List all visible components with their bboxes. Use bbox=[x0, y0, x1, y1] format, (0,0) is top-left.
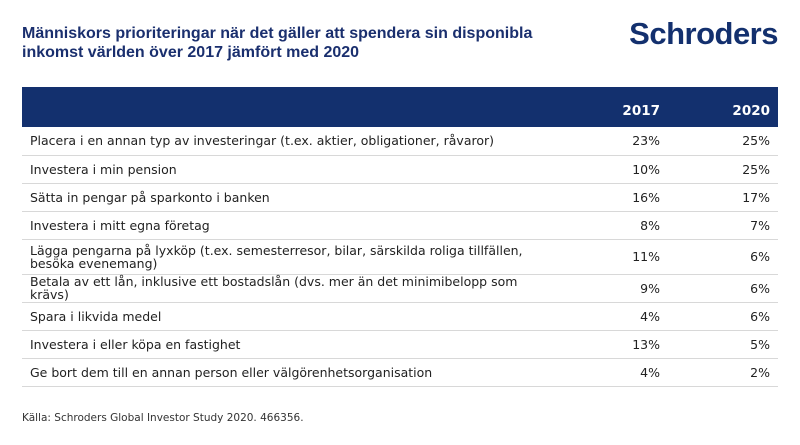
value-2017: 4% bbox=[558, 302, 668, 331]
value-2020: 6% bbox=[668, 274, 778, 303]
table-row: Investera i min pension 10% 25% bbox=[22, 155, 778, 184]
row-label: Placera i en annan typ av investeringar … bbox=[22, 127, 558, 156]
data-table: 2017 2020 Placera i en annan typ av inve… bbox=[22, 87, 778, 387]
table-row: Ge bort dem till en annan person eller v… bbox=[22, 358, 778, 387]
value-2017: 10% bbox=[558, 155, 668, 184]
row-label: Lägga pengarna på lyxköp (t.ex. semester… bbox=[22, 239, 558, 275]
value-2020: 25% bbox=[668, 127, 778, 156]
value-2017: 11% bbox=[558, 239, 668, 275]
header-2020: 2020 bbox=[668, 87, 778, 127]
value-2017: 9% bbox=[558, 274, 668, 303]
table-row: Lägga pengarna på lyxköp (t.ex. semester… bbox=[22, 239, 778, 275]
row-label: Investera i mitt egna företag bbox=[22, 211, 558, 240]
value-2020: 6% bbox=[668, 302, 778, 331]
value-2017: 16% bbox=[558, 183, 668, 212]
source-note: Källa: Schroders Global Investor Study 2… bbox=[22, 412, 304, 424]
value-2020: 17% bbox=[668, 183, 778, 212]
header-label bbox=[22, 87, 558, 127]
row-label: Investera i eller köpa en fastighet bbox=[22, 330, 558, 359]
table-row: Investera i eller köpa en fastighet 13% 5% bbox=[22, 330, 778, 359]
value-2017: 23% bbox=[558, 127, 668, 156]
value-2020: 6% bbox=[668, 239, 778, 275]
table-row: Sätta in pengar på sparkonto i banken 16%… bbox=[22, 183, 778, 212]
row-label: Investera i min pension bbox=[22, 155, 558, 184]
value-2017: 13% bbox=[558, 330, 668, 359]
header-2017: 2017 bbox=[558, 87, 668, 127]
chart-title: Människors prioriteringar när det gäller… bbox=[22, 25, 533, 61]
value-2020: 5% bbox=[668, 330, 778, 359]
row-label: Ge bort dem till en annan person eller v… bbox=[22, 358, 558, 387]
table-header: 2017 2020 bbox=[22, 87, 778, 127]
row-label: Sätta in pengar på sparkonto i banken bbox=[22, 183, 558, 212]
table-row: Spara i likvida medel 4% 6% bbox=[22, 302, 778, 331]
schroders-logo: Schroders bbox=[629, 16, 778, 51]
value-2020: 2% bbox=[668, 358, 778, 387]
value-2020: 7% bbox=[668, 211, 778, 240]
value-2017: 4% bbox=[558, 358, 668, 387]
row-label: Betala av ett lån, inklusive ett bostads… bbox=[22, 274, 558, 303]
row-label: Spara i likvida medel bbox=[22, 302, 558, 331]
table-row: Betala av ett lån, inklusive ett bostads… bbox=[22, 274, 778, 303]
value-2017: 8% bbox=[558, 211, 668, 240]
table-row: Placera i en annan typ av investeringar … bbox=[22, 127, 778, 156]
value-2020: 25% bbox=[668, 155, 778, 184]
table-row: Investera i mitt egna företag 8% 7% bbox=[22, 211, 778, 240]
